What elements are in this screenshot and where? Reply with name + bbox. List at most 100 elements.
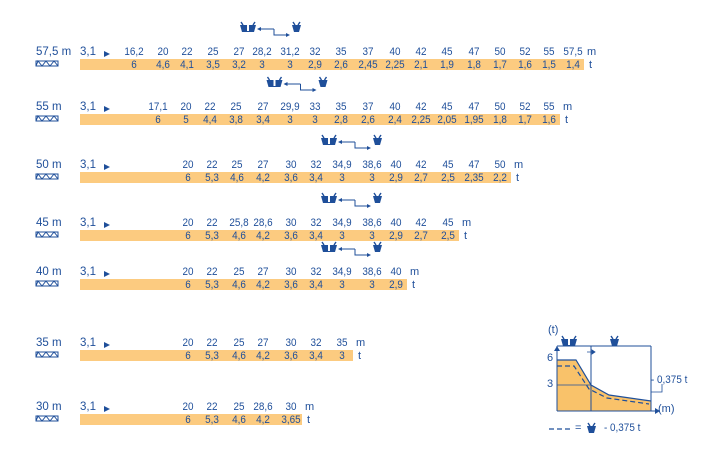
radius-value: 57,5 [563,46,583,58]
radius-unit: m [410,266,420,278]
lattice-jib-icon [35,415,59,422]
radius-value: 45 [441,46,453,58]
radius-value: 32 [310,217,322,229]
double-trolley-icon [561,335,577,346]
radius-value: 20 [182,401,194,413]
load-value: 3 [259,59,265,71]
arrow-right-icon [104,51,110,57]
radius-value: 55 [543,46,555,58]
radius-value: 47 [468,46,480,58]
reeving-arrow-right [354,249,369,256]
radius-value: 45 [442,159,454,171]
load-value: 4,6 [232,350,246,362]
radius-value: 28,6 [253,401,273,413]
lattice-jib-icon [35,280,59,287]
legend-equals: = [575,422,582,434]
load-value: 3 [369,279,375,291]
reeving-arrow-right [300,84,315,91]
radius-value: 27 [257,266,269,278]
load-value: 5,3 [205,414,219,426]
load-value: 3 [339,279,345,291]
radius-value: 25,8 [229,217,249,229]
radius-value: 20 [157,46,169,58]
lattice-jib-icon [35,231,59,238]
lattice-jib-icon [35,115,59,122]
radius-value: 40 [390,217,402,229]
start-radius: 3,1 [80,101,96,113]
radius-value: 50 [494,101,506,113]
load-value: 4,2 [256,172,270,184]
load-value: 1,95 [464,114,484,126]
load-value: 2,2 [493,172,507,184]
start-radius: 3,1 [80,337,96,349]
load-value: 4,4 [203,114,217,126]
radius-unit: m [462,217,472,229]
single-trolley-icon [292,21,301,32]
load-value: 4,2 [256,414,270,426]
arrow-right-icon [104,406,110,412]
load-value: 1,8 [493,114,507,126]
boom-length-label: 55 m [36,101,62,113]
legend-reduction-value: - 0,375 t [604,422,641,434]
start-radius: 3,1 [80,401,96,413]
radius-value: 30 [285,159,297,171]
load-value: 2,7 [414,172,428,184]
graph-y-arrow [554,346,560,351]
load-value: 1,7 [493,59,507,71]
graph-y-tick-3: 3 [547,378,554,390]
radius-value: 22 [206,159,218,171]
load-value: 1,6 [542,114,556,126]
load-value: 1,4 [566,59,580,71]
lattice-jib-icon [35,351,59,358]
load-value: 2,5 [441,230,455,242]
radius-value: 22 [206,217,218,229]
radius-value: 22 [206,337,218,349]
graph-reduction-note: - 0,375 t [651,374,688,386]
double-trolley-icon [321,192,337,203]
radius-value: 31,2 [280,46,300,58]
load-value: 3,6 [284,279,298,291]
start-radius: 3,1 [80,46,96,58]
radius-value: 28,6 [253,217,273,229]
radius-value: 30 [285,217,297,229]
legend-graph [554,345,663,414]
load-value: 3 [312,114,318,126]
radius-value: 52 [519,101,531,113]
radius-unit: m [587,46,597,58]
load-value: 3,6 [284,172,298,184]
boom-length-label: 30 m [36,401,62,413]
radius-value: 27 [257,101,269,113]
graph-x-axis-label: (m) [658,403,675,415]
radius-value: 20 [182,337,194,349]
load-unit: t [565,114,569,126]
load-unit: t [464,230,468,242]
radius-value: 34,9 [332,217,352,229]
radius-value: 22 [204,101,216,113]
boom-length-label: 57,5 m [36,46,72,58]
load-band [80,350,353,361]
radius-value: 52 [519,46,531,58]
radius-value: 25 [233,401,245,413]
load-band [80,414,302,425]
radius-value: 32 [309,46,321,58]
radius-value: 20 [182,217,194,229]
load-band [80,59,584,70]
load-value: 3 [339,350,345,362]
graph-x-arrow [655,408,660,414]
lattice-jib-icon [35,60,59,67]
radius-value: 25 [207,46,219,58]
load-value: 6 [155,114,161,126]
start-radius: 3,1 [80,217,96,229]
radius-value: 37 [362,101,374,113]
start-radius: 3,1 [80,159,96,171]
radius-value: 17,1 [148,101,168,113]
load-band [80,230,459,241]
radius-value: 30 [285,337,297,349]
arrow-right-icon [104,342,110,348]
graph-y-axis-label: (t) [548,324,559,336]
radius-value: 47 [468,159,480,171]
radius-value: 20 [182,266,194,278]
load-value: 1,9 [440,59,454,71]
radius-unit: m [514,159,524,171]
